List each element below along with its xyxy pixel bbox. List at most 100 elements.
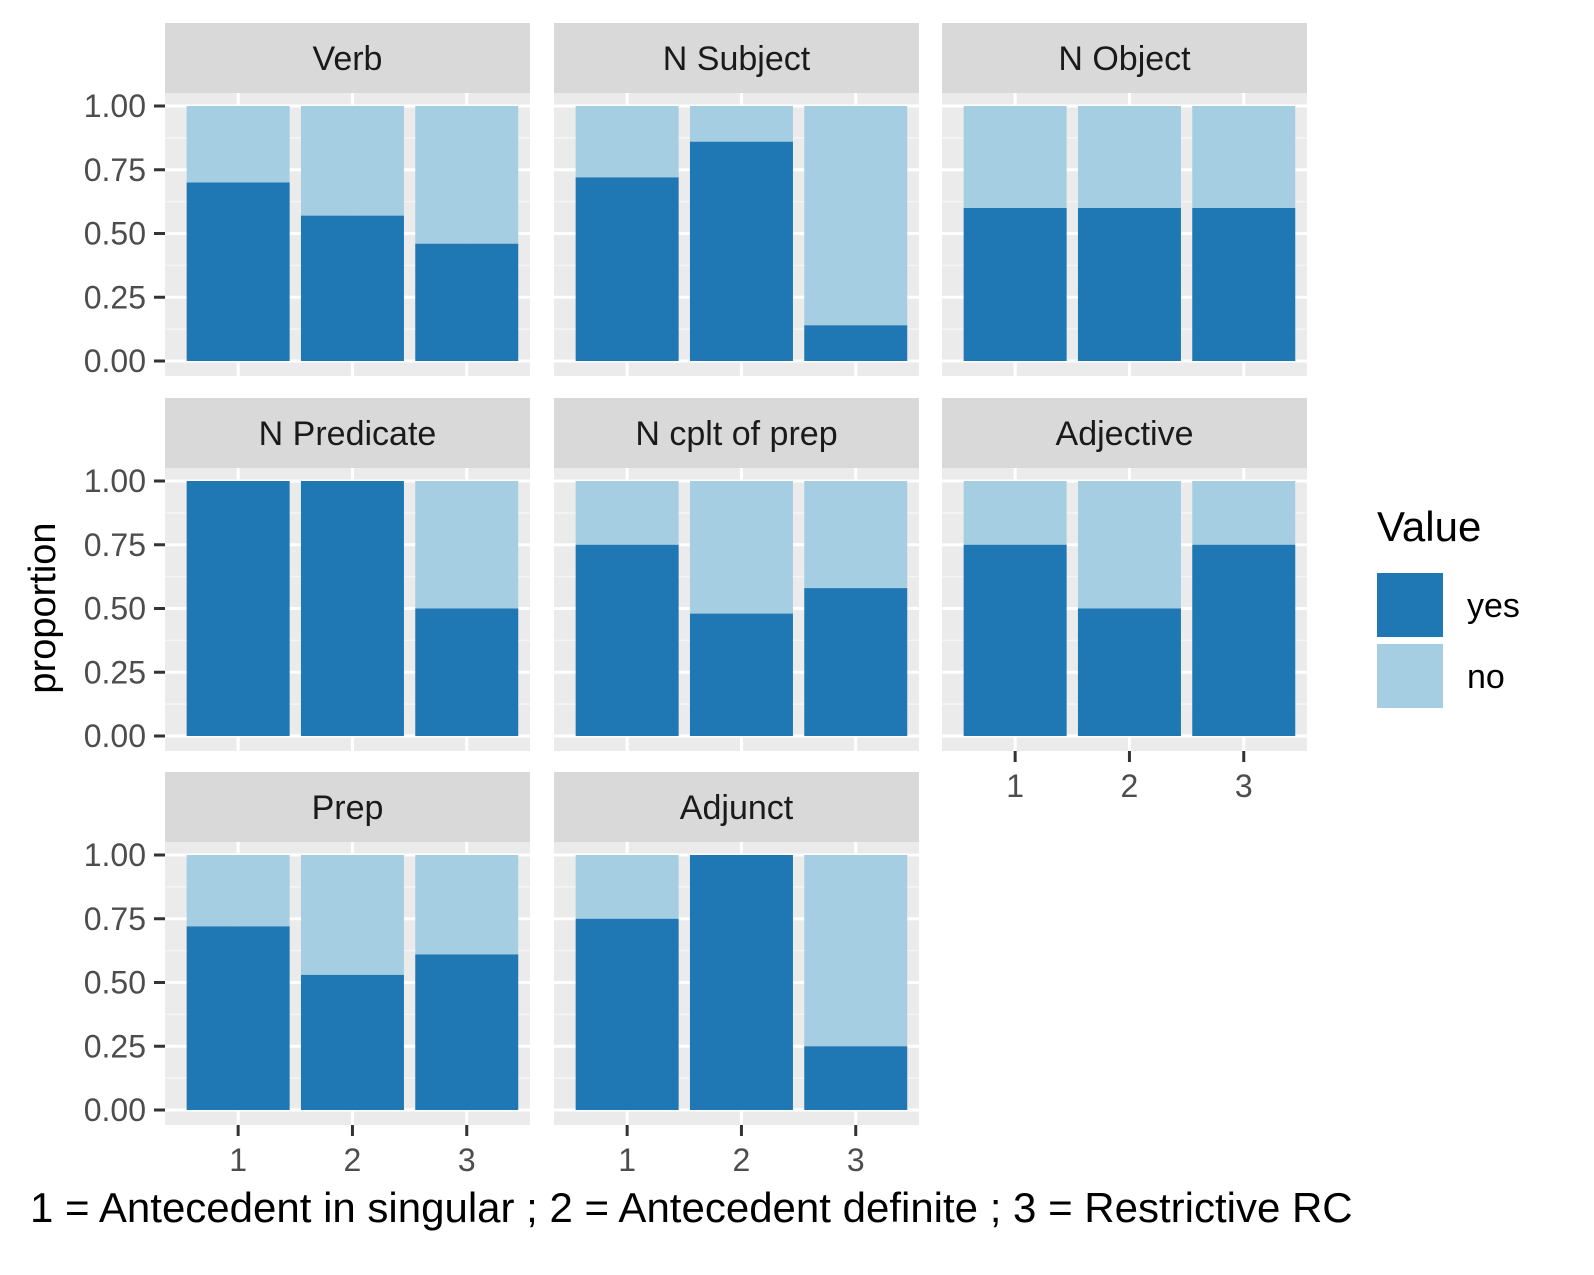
bar-yes-n-subject-3: [804, 325, 908, 361]
x-tick-label: 3: [458, 1142, 476, 1178]
bar-yes-adjective-1: [963, 544, 1067, 736]
x-tick-label: 1: [1006, 768, 1024, 804]
panel-strip: [165, 398, 530, 468]
panel-verb: Verb 0.00 0.25 0.50 0.75 1.00: [84, 23, 530, 379]
y-tick-label: 0.25: [84, 279, 146, 315]
legend-label-yes: yes: [1467, 587, 1520, 625]
panel-strip: [165, 772, 530, 842]
bar-yes-adjective-2: [1077, 608, 1181, 736]
bar-yes-verb-1: [186, 182, 290, 361]
bar-no-n-object-1: [963, 106, 1067, 208]
bar-yes-n-predicate-1: [186, 481, 290, 736]
y-axis-title: proportion: [22, 522, 64, 693]
panel-strip: [165, 23, 530, 93]
legend-title: Value: [1377, 503, 1481, 550]
panel-title: Verb: [313, 40, 383, 78]
panels-layer: Verb 0.00 0.25 0.50 0.75 1.00 N Subject N Objec…: [84, 23, 1307, 1178]
panel-title: Prep: [312, 789, 384, 827]
y-tick-label: 1.00: [84, 88, 146, 124]
legend-key-no: [1377, 644, 1443, 708]
x-tick-label: 2: [344, 1142, 362, 1178]
y-tick-label: 0.75: [84, 901, 146, 937]
panel-n-object: N Object: [942, 23, 1307, 376]
bar-yes-adjective-3: [1192, 544, 1296, 736]
panel-adjective: Adjective 1 2 3: [942, 398, 1307, 804]
bar-yes-n-cplt-of-prep-3: [804, 588, 908, 736]
y-tick-label: 0.25: [84, 1028, 146, 1064]
bar-no-n-cplt-of-prep-1: [575, 481, 679, 545]
panel-title: N Subject: [663, 40, 811, 78]
bar-no-n-object-3: [1192, 106, 1296, 208]
bar-no-n-subject-1: [575, 106, 679, 178]
bar-no-n-subject-2: [689, 106, 793, 142]
bar-yes-prep-2: [300, 974, 404, 1110]
bar-no-prep-2: [300, 855, 404, 975]
bar-yes-n-cplt-of-prep-1: [575, 544, 679, 736]
panel-adjunct: Adjunct 1 2 3: [554, 772, 919, 1178]
y-tick-label: 0.00: [84, 343, 146, 379]
bar-yes-verb-2: [300, 215, 404, 361]
y-tick-label: 0.75: [84, 527, 146, 563]
bar-no-n-cplt-of-prep-3: [804, 481, 908, 589]
bar-yes-adjunct-1: [575, 918, 679, 1110]
panel-strip: [554, 772, 919, 842]
bar-no-adjunct-1: [575, 855, 679, 919]
panel-title: N cplt of prep: [635, 415, 837, 453]
panel-strip: [942, 23, 1307, 93]
bar-yes-prep-3: [415, 954, 519, 1110]
panel-n-subject: N Subject: [554, 23, 919, 376]
panel-prep: Prep 0.00 0.25 0.50 0.75 1.00 1 2 3: [84, 772, 530, 1178]
bar-yes-adjunct-3: [804, 1046, 908, 1110]
bar-yes-n-predicate-2: [300, 481, 404, 736]
y-tick-label: 0.75: [84, 152, 146, 188]
panel-title: N Predicate: [259, 415, 437, 453]
panel-title: Adjunct: [680, 789, 794, 827]
bar-no-verb-1: [186, 106, 290, 183]
panel-n-predicate: N Predicate 0.00 0.25 0.50 0.75 1.00: [84, 398, 530, 754]
bar-yes-n-object-3: [1192, 208, 1296, 361]
legend-label-no: no: [1467, 658, 1505, 696]
bar-yes-adjunct-2: [689, 855, 793, 1110]
bar-no-n-subject-3: [804, 106, 908, 326]
panel-strip: [554, 398, 919, 468]
x-tick-label: 1: [229, 1142, 247, 1178]
x-tick-label: 2: [733, 1142, 751, 1178]
x-axis-caption: 1 = Antecedent in singular ; 2 = Anteced…: [30, 1184, 1353, 1231]
panel-title: Adjective: [1056, 415, 1194, 453]
bar-no-verb-3: [415, 106, 519, 244]
y-tick-label: 0.50: [84, 965, 146, 1001]
bar-no-n-predicate-3: [415, 481, 519, 609]
bar-yes-n-subject-1: [575, 177, 679, 361]
y-tick-label: 1.00: [84, 837, 146, 873]
panel-strip: [554, 23, 919, 93]
bar-no-prep-3: [415, 855, 519, 955]
bar-no-verb-2: [300, 106, 404, 216]
bar-no-adjunct-3: [804, 855, 908, 1047]
y-tick-label: 1.00: [84, 463, 146, 499]
y-tick-label: 0.50: [84, 591, 146, 627]
bar-no-prep-1: [186, 855, 290, 927]
bar-yes-prep-1: [186, 926, 290, 1110]
y-tick-label: 0.00: [84, 1092, 146, 1128]
y-tick-label: 0.00: [84, 718, 146, 754]
bar-yes-n-subject-2: [689, 141, 793, 361]
y-tick-label: 0.50: [84, 216, 146, 252]
legend: Value yes no: [1377, 503, 1520, 708]
bar-yes-n-object-2: [1077, 208, 1181, 361]
bar-yes-verb-3: [415, 243, 519, 361]
panel-n-cplt-of-prep: N cplt of prep: [554, 398, 919, 751]
legend-key-yes: [1377, 573, 1443, 637]
bar-no-adjective-2: [1077, 481, 1181, 609]
bar-yes-n-object-1: [963, 208, 1067, 361]
bar-no-n-cplt-of-prep-2: [689, 481, 793, 614]
x-tick-label: 3: [847, 1142, 865, 1178]
panel-strip: [942, 398, 1307, 468]
bar-no-adjective-1: [963, 481, 1067, 545]
x-tick-label: 2: [1121, 768, 1139, 804]
bar-yes-n-predicate-3: [415, 608, 519, 736]
bar-no-adjective-3: [1192, 481, 1296, 545]
bar-no-n-object-2: [1077, 106, 1181, 208]
x-tick-label: 1: [618, 1142, 636, 1178]
y-tick-label: 0.25: [84, 654, 146, 690]
